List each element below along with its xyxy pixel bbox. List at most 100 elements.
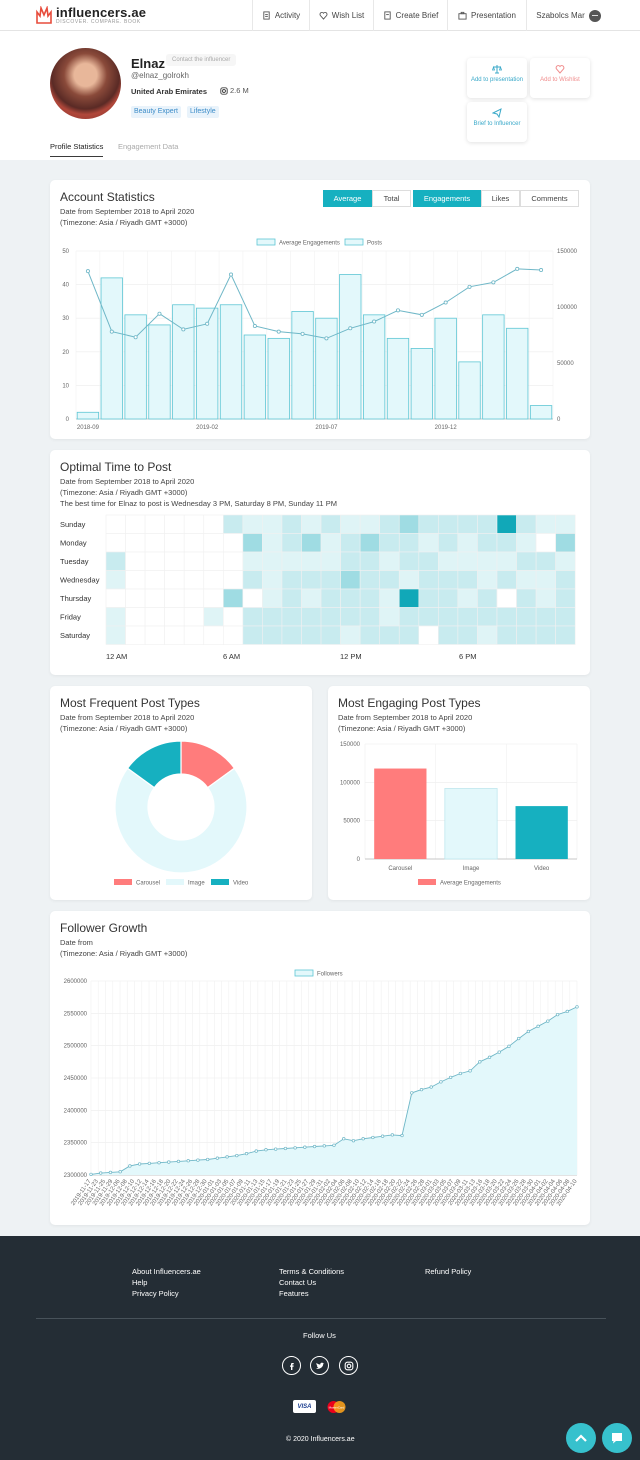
point-followers — [157, 1161, 161, 1165]
optimal-time-card: Optimal Time to Post Date from September… — [50, 450, 590, 675]
heatmap-cell — [398, 514, 420, 534]
heatmap-cell — [105, 533, 126, 553]
point-followers — [478, 1060, 482, 1064]
twitter-icon[interactable] — [310, 1356, 329, 1375]
account-statistics-title: Account Statistics — [60, 190, 155, 204]
contact-influencer-button[interactable]: Contact the influencer — [166, 54, 237, 66]
heatmap-cell — [320, 533, 341, 553]
optimal-time-best-time: The best time for Elnaz to post is Wedne… — [60, 499, 337, 508]
point-avg-engagements — [157, 311, 162, 316]
point-followers — [429, 1085, 433, 1089]
heatmap-cell — [125, 625, 146, 645]
bar-posts — [434, 317, 457, 420]
heatmap-cell — [555, 533, 576, 553]
heatmap-cell — [281, 551, 302, 571]
point-followers — [312, 1144, 317, 1149]
point-followers — [322, 1144, 326, 1148]
bar-posts — [482, 314, 505, 420]
follower-growth-title: Follower Growth — [60, 921, 148, 935]
heatmap-cell — [301, 625, 322, 645]
nav-wishlist[interactable]: Wish List — [309, 0, 373, 31]
point-followers — [186, 1159, 190, 1163]
y-tick-label: 150000 — [340, 742, 361, 748]
user-menu[interactable]: Szabolcs Mar — [526, 0, 610, 31]
heatmap-cell — [320, 514, 341, 534]
heatmap-cell — [398, 570, 420, 590]
y-right-tick-label: 50000 — [557, 361, 574, 367]
instagram-icon[interactable] — [339, 1356, 358, 1375]
heatmap-cell — [203, 551, 224, 571]
heatmap-cell — [242, 551, 263, 571]
heatmap-cell — [203, 607, 224, 627]
heatmap-cell — [262, 533, 283, 553]
add-to-presentation-button[interactable]: Add to presentation — [467, 58, 527, 98]
toggle-comments[interactable]: Comments — [520, 190, 579, 207]
point-followers — [342, 1137, 346, 1141]
nav-create-brief[interactable]: Create Brief — [373, 0, 447, 31]
heatmap-cell — [457, 588, 478, 608]
nav-create-brief-label: Create Brief — [395, 11, 439, 20]
brand-logo[interactable]: influencers.ae DISCOVER. COMPARE. BOOK — [36, 5, 176, 27]
heatmap-cell — [359, 625, 380, 645]
tab-profile-statistics[interactable]: Profile Statistics — [50, 142, 104, 157]
chat-button[interactable] — [602, 1423, 632, 1453]
tab-engagement-data[interactable]: Engagement Data — [118, 142, 179, 151]
toggle-engagements[interactable]: Engagements — [413, 190, 481, 207]
facebook-icon[interactable] — [282, 1356, 301, 1375]
follower-count: 2.6 M — [220, 86, 249, 95]
footer-link-refund[interactable]: Refund Policy — [425, 1267, 472, 1276]
heatmap-cell — [398, 533, 420, 553]
heatmap-cell — [457, 625, 478, 645]
heatmap-cell — [535, 514, 556, 534]
heatmap-cell — [301, 570, 322, 590]
footer-link-privacy[interactable]: Privacy Policy — [132, 1289, 179, 1298]
instagram-icon — [220, 86, 228, 95]
point-followers — [575, 1005, 579, 1009]
scroll-to-top-button[interactable] — [566, 1423, 596, 1453]
heatmap-cell — [223, 588, 244, 608]
heatmap-cell — [379, 607, 400, 627]
heatmap-cell — [242, 533, 263, 553]
heatmap-cell — [203, 514, 224, 534]
legend-swatch-avg-engagements — [418, 879, 436, 885]
toggle-likes[interactable]: Likes — [481, 190, 520, 207]
footer-link-terms[interactable]: Terms & Conditions — [279, 1267, 345, 1276]
tag-chip[interactable]: Lifestyle — [187, 106, 219, 118]
heatmap-cell — [242, 607, 263, 627]
y-tick-label: 2400000 — [64, 1108, 88, 1114]
engaging-types-title: Most Engaging Post Types — [338, 696, 481, 710]
heatmap-cell — [477, 588, 498, 608]
footer-link-contact[interactable]: Contact Us — [279, 1278, 317, 1287]
heatmap-cell — [496, 607, 517, 627]
legend-swatch-avg-engagements — [256, 238, 276, 246]
toggle-average[interactable]: Average — [323, 190, 372, 207]
heatmap-cell — [398, 625, 420, 645]
point-followers — [351, 1139, 356, 1143]
point-followers — [448, 1075, 453, 1080]
mastercard-logo: MasterCard — [327, 1401, 346, 1413]
tag-chip[interactable]: Beauty Expert — [131, 106, 181, 118]
point-followers — [235, 1153, 239, 1158]
heatmap-cell — [125, 551, 146, 571]
x-tick-label: 2019-07 — [315, 425, 338, 431]
y-right-tick-label: 100000 — [557, 305, 578, 311]
x-tick-label: 2019-12 — [435, 425, 458, 431]
point-avg-engagements — [276, 329, 281, 334]
heatmap-cell — [281, 533, 302, 553]
heatmap-cell — [105, 551, 126, 571]
heatmap-cell — [359, 588, 380, 608]
footer-link-features[interactable]: Features — [279, 1289, 309, 1298]
toggle-total[interactable]: Total — [372, 190, 411, 207]
nav-presentation[interactable]: Presentation — [447, 0, 526, 31]
user-menu-toggle-icon[interactable] — [588, 9, 601, 22]
mastercard-logo-text: MasterCard — [329, 1406, 345, 1410]
add-to-wishlist-button[interactable]: Add to Wishlist — [530, 58, 590, 98]
heatmap-cell — [144, 625, 165, 645]
nav-activity[interactable]: Activity — [252, 0, 309, 31]
footer-link-about[interactable]: About Influencers.ae — [132, 1267, 201, 1276]
heatmap-cell — [164, 607, 185, 627]
point-followers — [293, 1146, 297, 1150]
brief-to-influencer-button[interactable]: Brief to Influencer — [467, 102, 527, 142]
footer-link-help[interactable]: Help — [132, 1278, 148, 1287]
heatmap-cell — [340, 533, 361, 553]
